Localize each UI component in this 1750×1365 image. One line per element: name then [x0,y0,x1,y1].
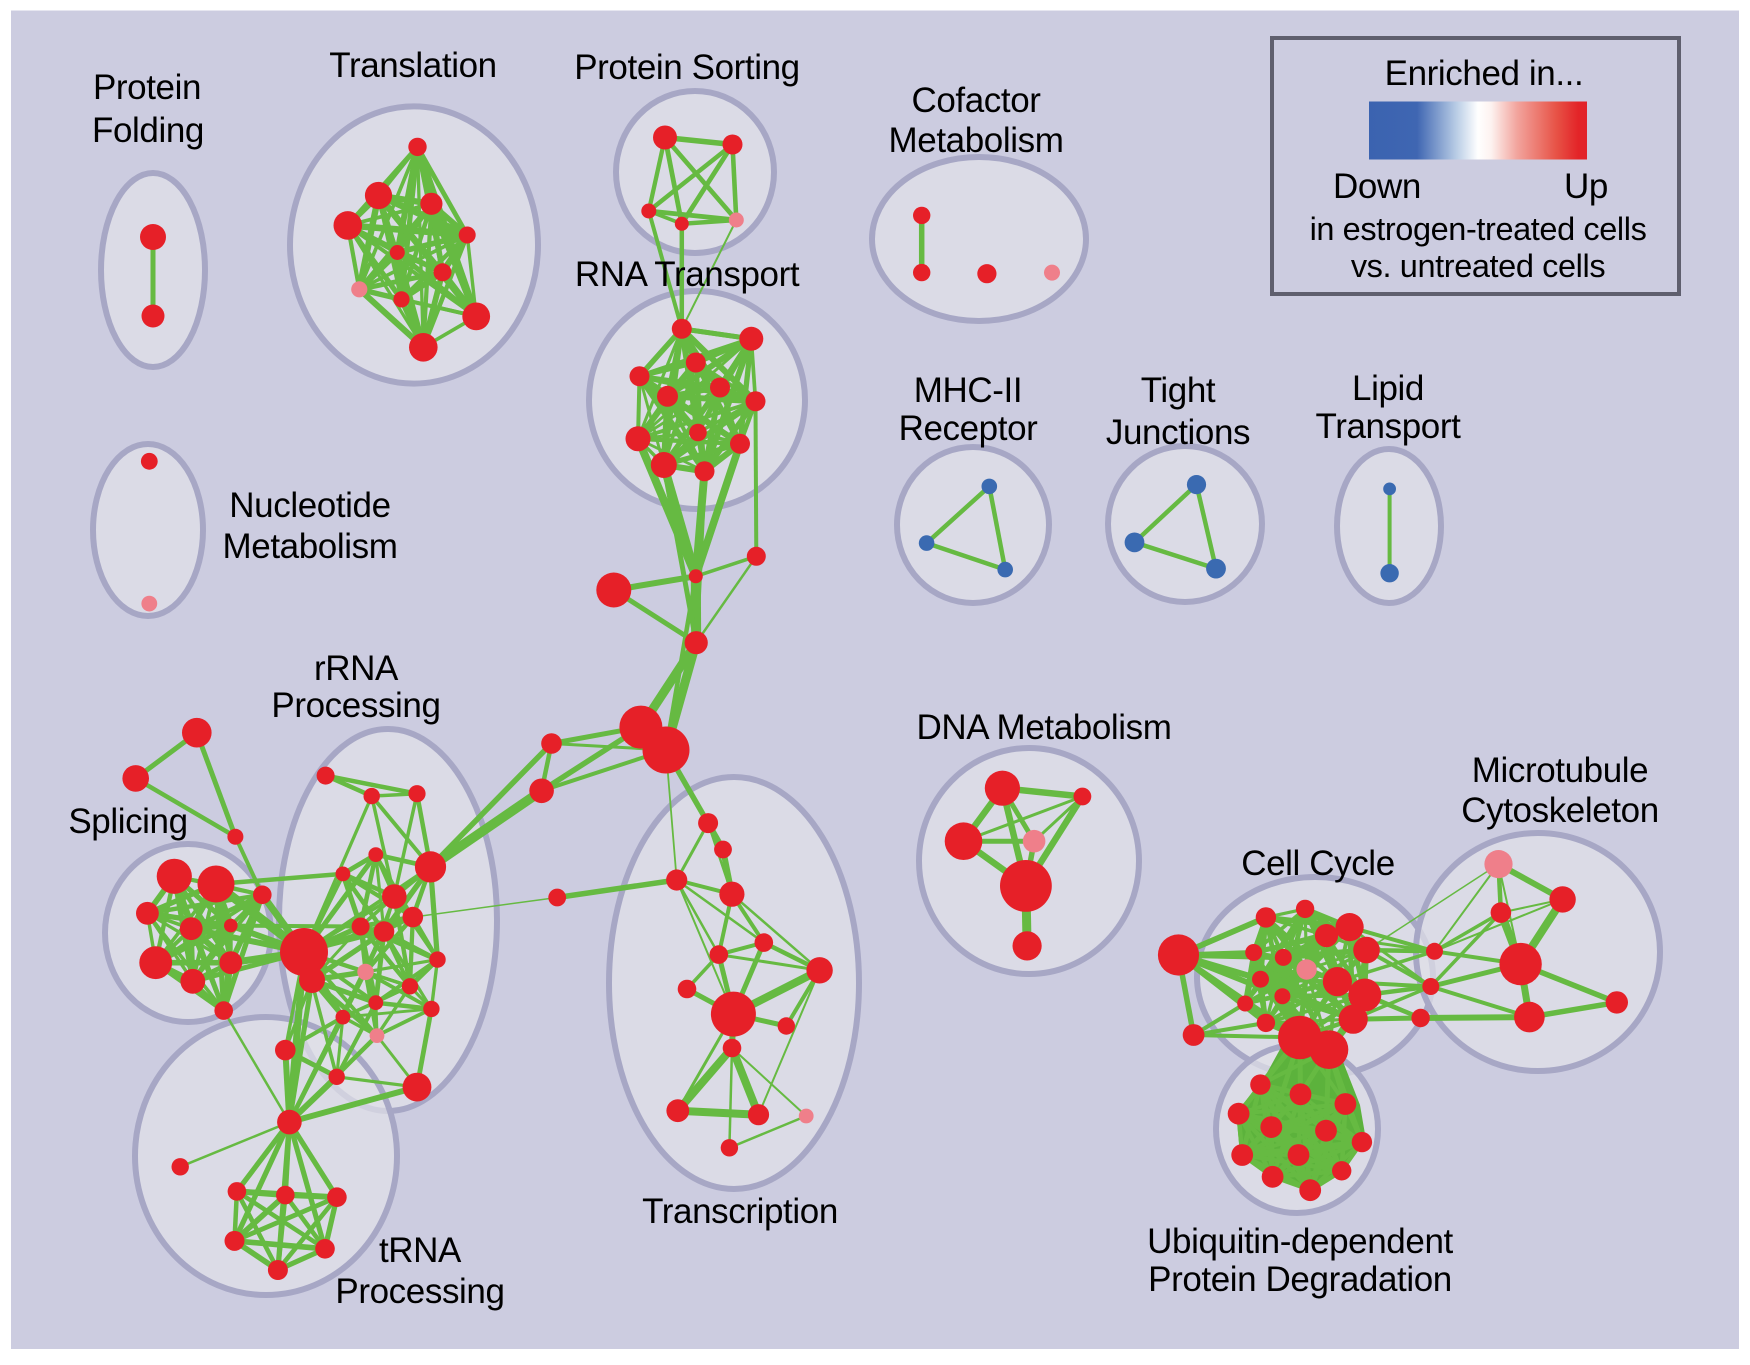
svg-text:RNA Transport: RNA Transport [575,255,800,294]
svg-text:Receptor: Receptor [899,409,1039,448]
svg-text:Cytoskeleton: Cytoskeleton [1461,791,1659,830]
svg-text:Processing: Processing [335,1272,504,1311]
svg-text:Enriched in...: Enriched in... [1385,54,1584,93]
svg-text:in estrogen-treated cells: in estrogen-treated cells [1310,211,1647,247]
svg-text:Metabolism: Metabolism [889,121,1064,160]
svg-text:rRNA: rRNA [314,649,399,688]
svg-text:Lipid: Lipid [1352,369,1424,408]
svg-text:Metabolism: Metabolism [223,527,398,566]
svg-text:Splicing: Splicing [68,802,187,841]
svg-text:MHC-II: MHC-II [914,371,1022,410]
svg-text:Protein: Protein [93,68,201,107]
svg-text:Translation: Translation [329,46,496,85]
svg-text:Cell Cycle: Cell Cycle [1241,844,1395,883]
svg-text:Folding: Folding [92,111,204,150]
svg-text:tRNA: tRNA [379,1231,462,1270]
svg-text:DNA Metabolism: DNA Metabolism [916,708,1171,747]
svg-text:Tight: Tight [1141,371,1216,410]
svg-text:vs. untreated cells: vs. untreated cells [1351,248,1605,284]
svg-text:Protein Sorting: Protein Sorting [574,48,800,87]
svg-text:Junctions: Junctions [1106,413,1250,452]
svg-text:Processing: Processing [271,686,440,725]
svg-text:Transcription: Transcription [642,1192,838,1231]
svg-text:Up: Up [1564,167,1608,206]
svg-text:Ubiquitin-dependent: Ubiquitin-dependent [1147,1222,1453,1261]
svg-text:Transport: Transport [1316,407,1462,446]
svg-text:Nucleotide: Nucleotide [229,486,390,525]
svg-text:Down: Down [1333,167,1421,206]
svg-text:Microtubule: Microtubule [1472,751,1649,790]
svg-text:Protein Degradation: Protein Degradation [1148,1260,1452,1299]
svg-text:Cofactor: Cofactor [911,81,1041,120]
